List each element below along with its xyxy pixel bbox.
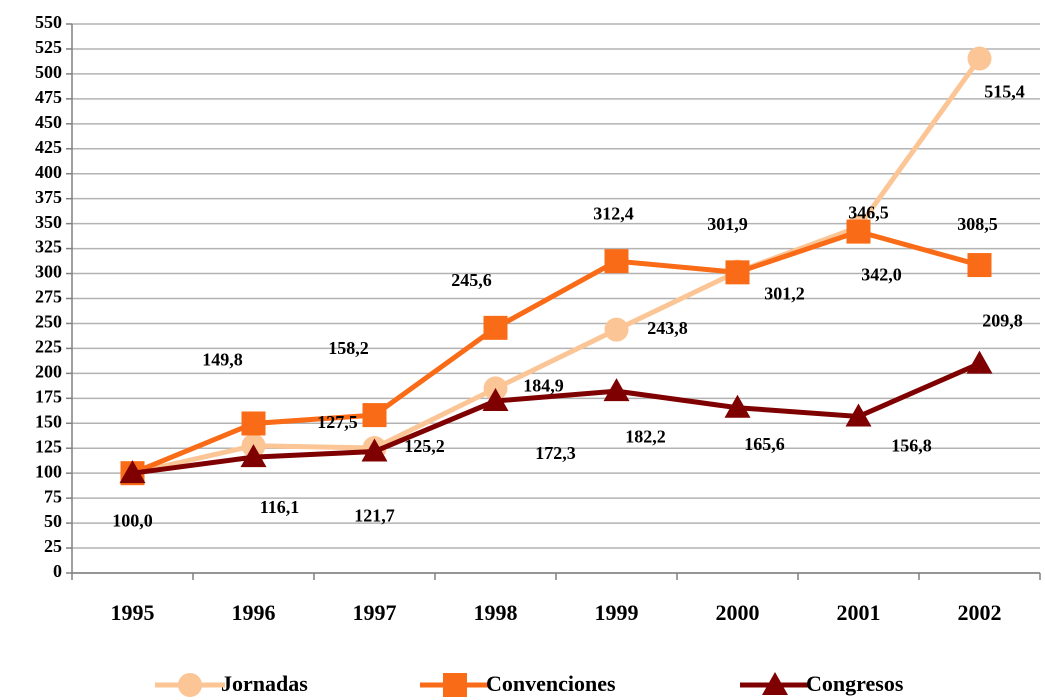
data-label: 158,2	[328, 338, 369, 358]
y-tick-label: 300	[35, 262, 62, 282]
data-point	[846, 219, 871, 244]
data-point	[845, 403, 872, 427]
x-tick-label: 1997	[353, 600, 397, 625]
data-point	[967, 253, 992, 278]
y-tick-label: 175	[35, 386, 62, 406]
y-tick-label: 250	[35, 312, 62, 332]
y-tick-label: 25	[44, 536, 62, 556]
data-label: 165,6	[744, 434, 785, 454]
legend-marker	[178, 673, 202, 697]
y-tick-label: 350	[35, 212, 62, 232]
data-label: 184,9	[523, 376, 564, 396]
data-label: 245,6	[451, 270, 492, 290]
x-tick-label: 2001	[837, 600, 881, 625]
data-label: 116,1	[260, 497, 300, 517]
x-tick-label: 1995	[111, 600, 155, 625]
data-label: 182,2	[625, 426, 666, 446]
y-tick-label: 150	[35, 411, 62, 431]
legend-marker	[443, 673, 467, 697]
series-line	[132, 361, 981, 476]
data-point	[361, 438, 388, 462]
y-tick-label: 200	[35, 361, 62, 381]
data-point	[482, 388, 509, 412]
data-label: 209,8	[982, 311, 1023, 331]
data-point	[724, 394, 751, 418]
y-tick-label: 50	[44, 511, 62, 531]
data-label: 125,2	[404, 436, 445, 456]
legend-label: Convenciones	[486, 671, 616, 696]
data-label: 149,8	[202, 350, 243, 370]
data-label: 301,2	[764, 283, 805, 303]
data-point	[483, 315, 508, 340]
data-label: 100,0	[112, 510, 153, 530]
data-point	[604, 249, 629, 274]
y-tick-label: 450	[35, 112, 62, 132]
y-tick-label: 525	[35, 37, 62, 57]
series-line	[131, 57, 982, 476]
y-tick-label: 325	[35, 237, 62, 257]
legend-marker	[762, 672, 788, 695]
y-tick-label: 400	[35, 162, 62, 182]
data-label: 312,4	[593, 203, 634, 223]
data-point	[240, 444, 267, 468]
x-tick-label: 1998	[474, 600, 518, 625]
data-label: 301,9	[707, 214, 748, 234]
x-tick-label: 2002	[958, 600, 1002, 625]
y-tick-label: 375	[35, 187, 62, 207]
data-label: 156,8	[891, 436, 932, 456]
y-tick-label: 425	[35, 137, 62, 157]
legend-label: Jornadas	[221, 671, 308, 696]
y-tick-label: 0	[53, 561, 62, 581]
y-tick-label: 125	[35, 436, 62, 456]
data-label: 121,7	[354, 506, 395, 526]
data-label: 342,0	[861, 265, 902, 285]
series-line	[131, 229, 981, 476]
data-point	[967, 46, 992, 71]
data-label: 515,4	[984, 82, 1025, 102]
y-tick-label: 100	[35, 461, 62, 481]
data-point	[603, 378, 630, 402]
data-point	[241, 411, 266, 436]
data-label: 308,5	[957, 214, 998, 234]
data-point	[725, 260, 750, 285]
x-tick-label: 1999	[595, 600, 639, 625]
y-tick-label: 225	[35, 337, 62, 357]
y-tick-label: 75	[44, 486, 62, 506]
y-tick-label: 500	[35, 62, 62, 82]
x-tick-label: 2000	[716, 600, 760, 625]
data-label: 127,5	[317, 412, 358, 432]
x-tick-label: 1996	[232, 600, 276, 625]
data-point	[604, 317, 629, 342]
data-point	[966, 350, 993, 374]
data-label: 243,8	[647, 318, 688, 338]
data-point	[119, 460, 146, 484]
data-label: 172,3	[535, 443, 576, 463]
legend-label: Congresos	[806, 671, 904, 696]
data-point	[362, 403, 387, 428]
y-tick-label: 275	[35, 287, 62, 307]
data-label: 346,5	[848, 202, 889, 222]
y-tick-label: 550	[35, 12, 62, 32]
y-tick-label: 475	[35, 87, 62, 107]
